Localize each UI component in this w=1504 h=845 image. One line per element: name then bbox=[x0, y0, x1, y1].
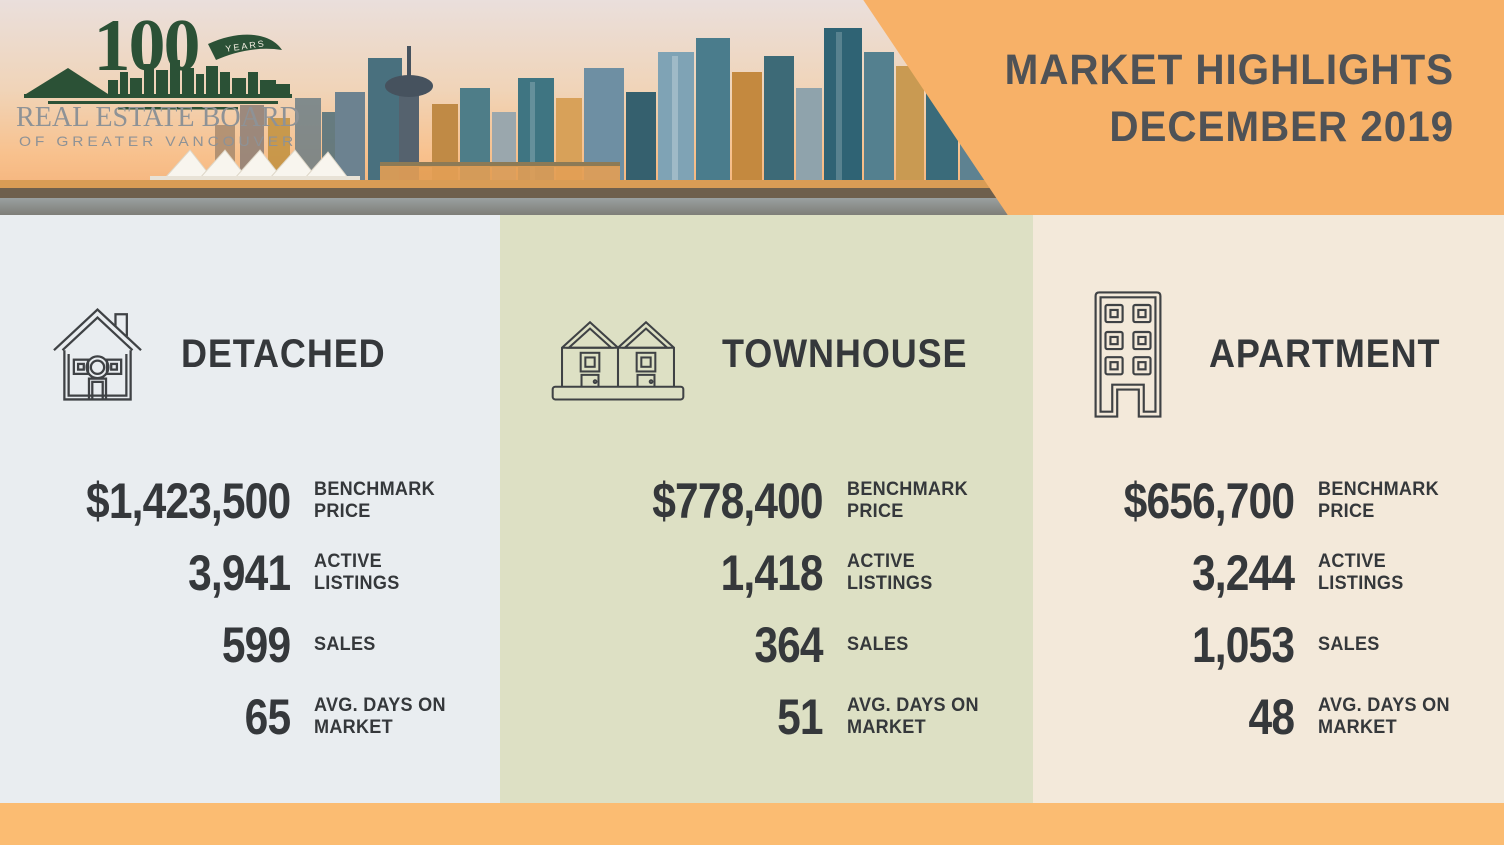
stat-row-benchmark-price: $656,700 BENCHMARK PRICE bbox=[1083, 465, 1466, 537]
stat-value: 364 bbox=[754, 617, 824, 673]
logo-org-subname: OF GREATER VANCOUVER bbox=[19, 133, 297, 149]
detached-column: DETACHED $1,423,500 BENCHMARK PRICE 3,94… bbox=[0, 215, 501, 803]
stat-row-benchmark-price: $778,400 BENCHMARK PRICE bbox=[550, 465, 995, 537]
stat-row-sales: 1,053 SALES bbox=[1083, 609, 1466, 681]
stat-row-sales: 364 SALES bbox=[550, 609, 995, 681]
stat-label: ACTIVE LISTINGS bbox=[314, 550, 400, 594]
footer-accent-bar bbox=[0, 803, 1504, 845]
stat-row-avg-days: 51 AVG. DAYS ON MARKET bbox=[550, 681, 995, 753]
stat-row-active-listings: 3,244 ACTIVE LISTINGS bbox=[1083, 537, 1466, 609]
townhouse-column: TOWNHOUSE $778,400 BENCHMARK PRICE 1,418… bbox=[500, 215, 1033, 803]
stat-label: AVG. DAYS ON MARKET bbox=[1318, 694, 1450, 738]
logo-swoosh bbox=[208, 34, 282, 60]
townhouse-header: TOWNHOUSE bbox=[550, 283, 995, 425]
townhouse-stats: $778,400 BENCHMARK PRICE 1,418 ACTIVE LI… bbox=[550, 465, 995, 753]
column-title-apartment: APARTMENT bbox=[1208, 331, 1441, 376]
stat-label: SALES bbox=[1318, 633, 1380, 655]
stat-value: 599 bbox=[221, 617, 291, 673]
stat-value: 1,053 bbox=[1191, 617, 1295, 673]
stat-value: $1,423,500 bbox=[86, 473, 291, 529]
detached-house-icon bbox=[50, 301, 145, 407]
stat-value: 51 bbox=[777, 689, 823, 745]
logo-org-name: REAL ESTATE BOARD bbox=[16, 101, 300, 133]
stat-label: BENCHMARK PRICE bbox=[1318, 478, 1439, 522]
page-title-line1: MARKET HIGHLIGHTS bbox=[1004, 46, 1454, 94]
stat-value: 3,244 bbox=[1191, 545, 1295, 601]
column-title-detached: DETACHED bbox=[181, 331, 386, 376]
rebgv-logo: 100 YEARS bbox=[16, 5, 300, 149]
stat-row-avg-days: 48 AVG. DAYS ON MARKET bbox=[1083, 681, 1466, 753]
banner: 100 YEARS bbox=[0, 0, 1504, 215]
property-type-columns: DETACHED $1,423,500 BENCHMARK PRICE 3,94… bbox=[0, 215, 1504, 803]
stat-row-benchmark-price: $1,423,500 BENCHMARK PRICE bbox=[50, 465, 462, 537]
stat-value: $778,400 bbox=[652, 473, 824, 529]
stat-label: AVG. DAYS ON MARKET bbox=[846, 694, 979, 738]
stat-row-avg-days: 65 AVG. DAYS ON MARKET bbox=[50, 681, 462, 753]
stat-value: 3,941 bbox=[188, 545, 291, 601]
stat-label: SALES bbox=[846, 633, 909, 655]
stat-row-active-listings: 1,418 ACTIVE LISTINGS bbox=[550, 537, 995, 609]
apartment-header: APARTMENT bbox=[1083, 283, 1466, 425]
apartment-stats: $656,700 BENCHMARK PRICE 3,244 ACTIVE LI… bbox=[1083, 465, 1466, 753]
page-title: MARKET HIGHLIGHTS DECEMBER 2019 bbox=[1005, 42, 1454, 156]
stat-value: 48 bbox=[1248, 689, 1295, 745]
page-title-line2: DECEMBER 2019 bbox=[1109, 102, 1454, 151]
column-title-townhouse: TOWNHOUSE bbox=[722, 331, 968, 376]
stat-value: 1,418 bbox=[720, 545, 824, 601]
stat-row-active-listings: 3,941 ACTIVE LISTINGS bbox=[50, 537, 462, 609]
stat-label: AVG. DAYS ON MARKET bbox=[314, 694, 447, 738]
stat-value: 65 bbox=[244, 689, 291, 745]
stat-label: BENCHMARK PRICE bbox=[846, 478, 968, 522]
stat-label: ACTIVE LISTINGS bbox=[1318, 550, 1404, 594]
apartment-building-icon bbox=[1083, 286, 1173, 423]
stat-row-sales: 599 SALES bbox=[50, 609, 462, 681]
stat-value: $656,700 bbox=[1123, 473, 1295, 529]
stat-label: SALES bbox=[314, 633, 376, 655]
stat-label: BENCHMARK PRICE bbox=[314, 478, 436, 522]
logo-hill bbox=[26, 68, 108, 94]
apartment-column: APARTMENT $656,700 BENCHMARK PRICE 3,244… bbox=[1032, 215, 1504, 803]
townhouse-icon bbox=[550, 307, 686, 402]
detached-stats: $1,423,500 BENCHMARK PRICE 3,941 ACTIVE … bbox=[50, 465, 462, 753]
detached-header: DETACHED bbox=[50, 283, 462, 425]
stat-label: ACTIVE LISTINGS bbox=[846, 550, 933, 594]
